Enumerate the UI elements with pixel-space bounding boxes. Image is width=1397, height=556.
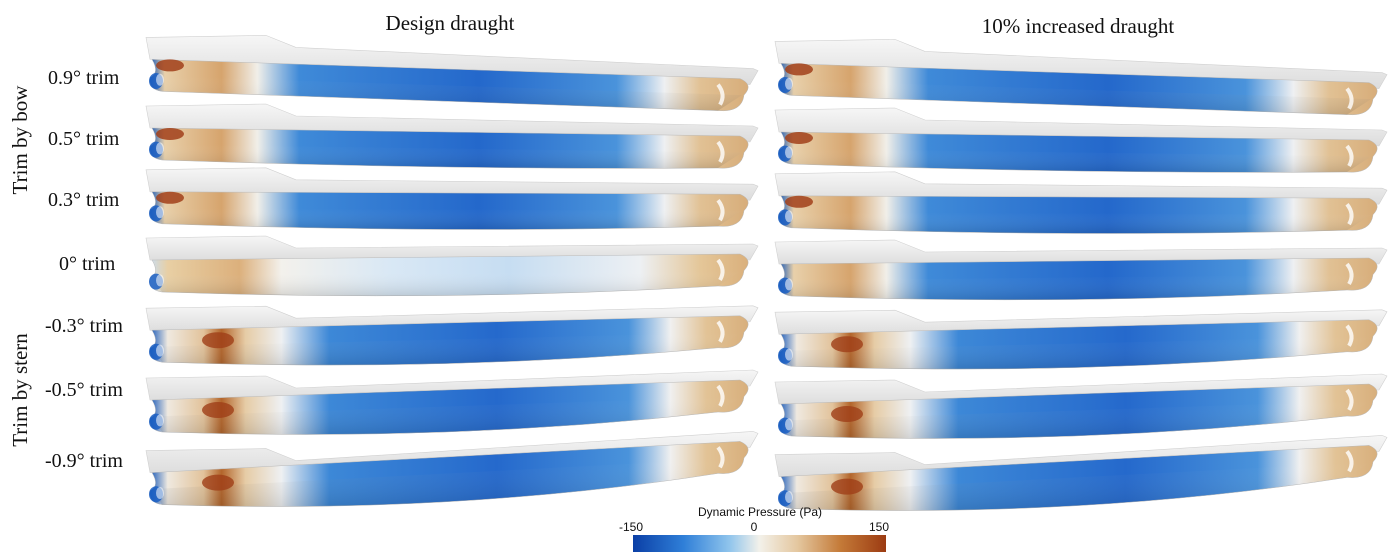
hull-increased-t05	[774, 107, 1388, 173]
hull-increased-t03	[774, 171, 1388, 234]
hull-bulb-highlight	[156, 487, 164, 499]
hull-shading	[152, 270, 742, 296]
hull-pressure-hotspot	[831, 478, 863, 495]
colorbar-title: Dynamic Pressure (Pa)	[698, 505, 822, 519]
hull-stern-skeg	[716, 198, 725, 222]
hull-stern-skeg	[1345, 262, 1354, 286]
hull-bulb-highlight	[785, 146, 793, 159]
hull-shading	[781, 274, 1371, 300]
hull-increased-tm05	[774, 373, 1388, 439]
hull-stern-skeg	[1345, 388, 1354, 412]
hull-design-t09	[145, 35, 759, 112]
colorbar-gradient	[633, 535, 886, 552]
hull-shading	[152, 332, 742, 366]
hull-stern-skeg	[716, 446, 725, 469]
hull-stern-skeg	[716, 140, 725, 164]
hull-bulb-highlight	[785, 278, 793, 291]
hull-stern-skeg	[716, 258, 725, 282]
hull-bulb-highlight	[156, 73, 164, 86]
hull-pressure-hotspot	[202, 332, 234, 349]
hull-pressure-hotspot	[202, 402, 234, 418]
hull-bulb-highlight	[156, 274, 164, 287]
hull-stern-skeg	[1345, 87, 1354, 110]
row-label-tm03: -0.3° trim	[45, 315, 123, 337]
row-label-t03: 0.3° trim	[48, 189, 120, 211]
hull-design-tm05	[145, 369, 759, 435]
hull-shading	[152, 208, 742, 230]
hull-pressure-hotspot	[785, 195, 813, 208]
hull-stern-skeg	[1345, 202, 1354, 226]
hull-stern-skeg	[1345, 324, 1354, 347]
hull-bulb-highlight	[785, 77, 793, 90]
hull-design-tm03	[145, 305, 759, 366]
hull-increased-t09	[774, 39, 1388, 116]
hull-shading	[781, 400, 1371, 439]
colorbar-min-label: -150	[619, 520, 643, 534]
column-header-increased: 10% increased draught	[982, 14, 1175, 38]
hull-pressure-hotspot	[785, 63, 813, 76]
hull-shading	[152, 144, 742, 169]
row-label-tm09: -0.9° trim	[45, 450, 123, 472]
hull-stern-skeg	[716, 320, 725, 343]
row-label-t00: 0° trim	[59, 253, 116, 275]
hull-pressure-hotspot	[785, 132, 813, 144]
hull-shading	[781, 148, 1371, 173]
hull-stern-skeg	[716, 83, 725, 106]
hull-increased-tm09	[774, 435, 1388, 511]
hull-pressure-hotspot	[831, 336, 863, 353]
hull-bulb-highlight	[785, 418, 793, 431]
colorbar: Dynamic Pressure (Pa) -150 0 150	[619, 505, 889, 552]
hull-bulb-highlight	[785, 210, 793, 223]
hull-pressure-hotspot	[156, 128, 184, 140]
hull-pressure-hotspot	[156, 59, 184, 72]
hull-design-t03	[145, 167, 759, 230]
group-label-stern: Trim by stern	[8, 333, 32, 447]
hull-bulb-highlight	[156, 142, 164, 155]
hull-pressure-hotspot	[156, 191, 184, 204]
row-labels: 0.9° trim 0.5° trim 0.3° trim 0° trim -0.3° …	[45, 67, 123, 472]
hull-bulb-highlight	[156, 206, 164, 219]
hull-pressure-hotspot	[831, 406, 863, 422]
hull-bulb-highlight	[785, 491, 793, 503]
hull-shading	[152, 75, 742, 111]
group-label-bow: Trim by bow	[8, 85, 32, 195]
colorbar-max-label: 150	[869, 520, 889, 534]
row-label-t05: 0.5° trim	[48, 128, 120, 150]
hull-design-tm09	[145, 431, 759, 507]
hulls-design-draught	[145, 35, 759, 507]
hull-bulb-highlight	[156, 414, 164, 427]
hull-stern-skeg	[1345, 450, 1354, 473]
hull-shading	[781, 461, 1371, 511]
hull-bulb-highlight	[156, 344, 164, 357]
hull-pressure-hotspot	[202, 474, 234, 491]
hull-bulb-highlight	[785, 348, 793, 361]
column-header-design: Design draught	[386, 11, 515, 35]
row-label-t09: 0.9° trim	[48, 67, 120, 89]
colorbar-mid-label: 0	[751, 520, 758, 534]
hull-increased-t00	[774, 239, 1388, 301]
hull-increased-tm03	[774, 309, 1388, 370]
hull-stern-skeg	[716, 384, 725, 408]
hulls-increased-draught	[774, 39, 1388, 511]
hull-shading	[781, 212, 1371, 234]
hull-design-t00	[145, 235, 759, 297]
hull-shading	[152, 396, 742, 435]
hull-shading	[152, 457, 742, 507]
hull-shading	[781, 336, 1371, 370]
hull-design-t05	[145, 103, 759, 169]
hull-stern-skeg	[1345, 144, 1354, 168]
row-label-tm05: -0.5° trim	[45, 379, 123, 401]
hull-shading	[781, 79, 1371, 115]
